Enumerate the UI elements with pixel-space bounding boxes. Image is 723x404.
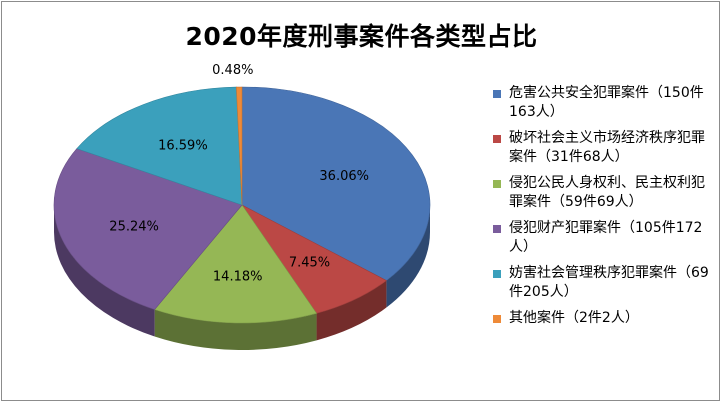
slice-label-4: 16.59%: [158, 139, 208, 154]
legend-swatch-2: [493, 180, 501, 188]
legend-swatch-1: [493, 135, 501, 143]
legend-item-5: 其他案件（2件2人）: [491, 309, 717, 328]
legend-item-0: 危害公共安全犯罪案件（150件163人）: [491, 84, 717, 122]
legend-label-4: 妨害社会管理秩序犯罪案件（69件205人）: [509, 265, 709, 300]
slice-0: [241, 86, 431, 281]
legend-item-2: 侵犯公民人身权利、民主权利犯罪案件（59件69人）: [491, 174, 717, 212]
legend-label-5: 其他案件（2件2人）: [509, 310, 639, 326]
slice-side-2: [154, 309, 317, 350]
slice-label-5: 0.48%: [212, 63, 253, 78]
legend-item-3: 侵犯财产犯罪案件（105件172人）: [491, 219, 717, 257]
slice-label-1: 7.45%: [289, 256, 330, 271]
legend-label-1: 破坏社会主义市场经济秩序犯罪案件（31件68人）: [509, 130, 705, 165]
legend-swatch-0: [493, 90, 501, 98]
slice-label-0: 36.06%: [319, 169, 369, 184]
legend-item-1: 破坏社会主义市场经济秩序犯罪案件（31件68人）: [491, 129, 717, 167]
legend-swatch-4: [493, 270, 501, 278]
slice-label-3: 25.24%: [109, 220, 159, 235]
slice-3: [53, 148, 243, 310]
legend-label-3: 侵犯财产犯罪案件（105件172人）: [509, 220, 703, 255]
legend-label-0: 危害公共安全犯罪案件（150件163人）: [509, 85, 704, 120]
slice-side-0: [386, 205, 430, 308]
legend-swatch-5: [493, 315, 501, 323]
slice-side-3: [54, 205, 155, 337]
slice-side-1: [316, 280, 387, 341]
slice-label-2: 14.18%: [213, 270, 263, 285]
legend-item-4: 妨害社会管理秩序犯罪案件（69件205人）: [491, 264, 717, 302]
legend-label-2: 侵犯公民人身权利、民主权利犯罪案件（59件69人）: [509, 175, 705, 210]
slice-4: [76, 86, 243, 206]
chart-title: 2020年度刑事案件各类型占比: [185, 22, 538, 51]
chart-legend: 危害公共安全犯罪案件（150件163人） 破坏社会主义市场经济秩序犯罪案件（31…: [491, 84, 717, 335]
slice-5: [236, 86, 243, 206]
legend-swatch-3: [493, 225, 501, 233]
slice-2: [154, 204, 318, 324]
